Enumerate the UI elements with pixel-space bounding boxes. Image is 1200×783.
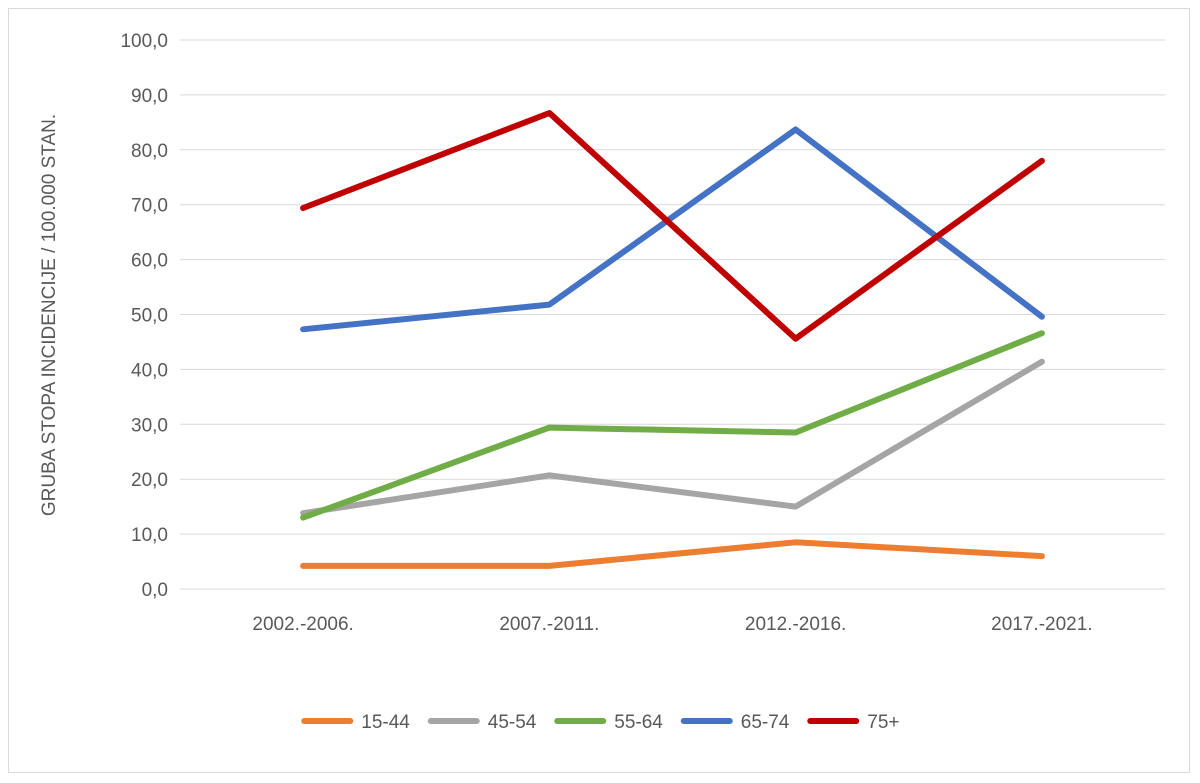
series-line-15-44 — [300, 539, 1045, 569]
legend-item-15-44: 15-44 — [301, 712, 410, 733]
legend-label: 15-44 — [361, 712, 410, 733]
y-tick-label: 90,0 — [131, 86, 168, 107]
series-lines — [300, 110, 1045, 569]
y-tick-label: 100,0 — [120, 31, 168, 52]
y-tick-label: 50,0 — [131, 306, 168, 327]
legend-item-45-54: 45-54 — [427, 712, 537, 733]
y-tick-label: 60,0 — [131, 251, 168, 272]
legend-label: 65-74 — [741, 712, 790, 733]
y-axis-title: GRUBA STOPA INCIDENCIJE / 100.000 STAN. — [39, 114, 60, 516]
y-tick-label: 30,0 — [131, 415, 168, 436]
legend-item-75+: 75+ — [807, 712, 899, 733]
series-line-75+ — [300, 110, 1045, 342]
series-line-55-64 — [300, 330, 1045, 521]
legend-label: 55-64 — [614, 712, 663, 733]
legend-label: 75+ — [867, 712, 899, 733]
x-tick-label: 2017.-2021. — [991, 614, 1092, 635]
x-tick-label: 2002.-2006. — [252, 614, 353, 635]
x-tick-label: 2012.-2016. — [745, 614, 846, 635]
legend-item-65-74: 65-74 — [680, 712, 790, 733]
legend-item-55-64: 55-64 — [554, 712, 663, 733]
series-line-65-74 — [300, 126, 1045, 333]
gridlines — [180, 39, 1165, 590]
y-tick-label: 40,0 — [131, 360, 168, 381]
x-tick-labels: 2002.-2006. 2007.-2011. 2012.-2016. 2017.-2… — [252, 614, 1092, 635]
legend: 15-44 45-54 55-64 65-74 75+ — [301, 712, 899, 733]
y-tick-label: 0,0 — [142, 580, 168, 601]
y-tick-label: 70,0 — [131, 196, 168, 217]
series-line-45-54 — [300, 358, 1045, 517]
x-tick-label: 2007.-2011. — [499, 614, 599, 635]
y-tick-label: 80,0 — [131, 141, 168, 162]
y-tick-label: 20,0 — [131, 470, 168, 491]
y-tick-labels: 0,0 10,0 20,0 30,0 40,0 50,0 60,0 70,0 80,0 90,0 1… — [120, 31, 168, 601]
legend-label: 45-54 — [488, 712, 537, 733]
y-tick-label: 10,0 — [131, 525, 168, 546]
